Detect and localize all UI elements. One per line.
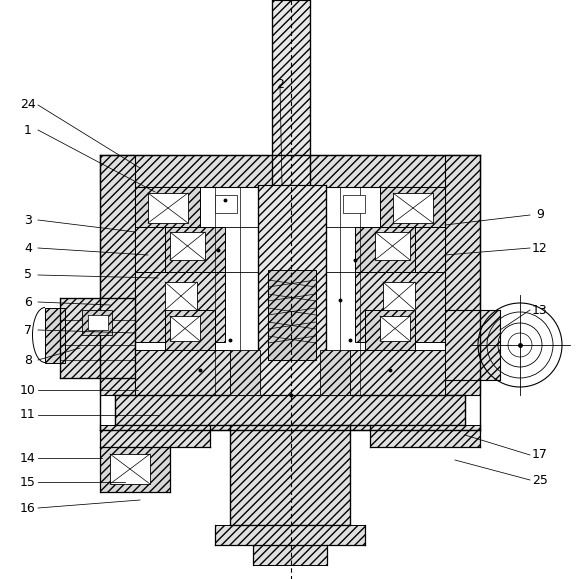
Bar [380,316,410,341]
Text: 24: 24 [20,98,36,112]
Bar [100,425,210,447]
Text: 9: 9 [536,208,544,222]
Text: 12: 12 [532,241,548,255]
Bar [100,447,170,492]
Bar [445,310,500,380]
Text: 7: 7 [24,324,32,336]
Bar [135,227,165,317]
Bar [88,315,108,330]
Bar [170,316,200,341]
Bar [82,310,112,335]
Bar [100,155,480,187]
Text: 4: 4 [24,241,32,255]
Bar [165,227,225,272]
Text: 15: 15 [20,475,36,489]
Bar [393,193,433,223]
Text: 2: 2 [276,79,284,91]
Bar [148,193,188,223]
Text: 6: 6 [24,295,32,309]
Bar [272,0,310,185]
Text: 5: 5 [24,269,32,281]
Bar [355,227,415,272]
Text: 16: 16 [20,501,36,515]
Bar [375,232,410,260]
Bar [165,310,215,350]
Text: 14: 14 [20,452,36,464]
Bar [135,350,230,395]
Text: 1: 1 [24,123,32,137]
Text: 10: 10 [20,383,36,397]
Bar [370,425,480,447]
Text: 3: 3 [24,214,32,226]
Bar [135,272,225,342]
Bar [258,185,326,395]
Bar [165,282,197,310]
Bar [380,187,445,227]
Bar [115,395,465,425]
Bar [115,395,465,430]
Bar [100,155,135,395]
Bar [230,425,350,525]
Bar [45,308,65,363]
Text: 25: 25 [532,474,548,486]
Bar [268,270,316,360]
Bar [170,232,205,260]
Text: 8: 8 [24,354,32,367]
Text: 11: 11 [20,409,36,422]
Bar [230,350,260,395]
Bar [365,310,415,350]
Bar [355,272,445,342]
Bar [320,350,350,395]
Bar [343,195,365,213]
Bar [350,350,445,395]
Bar [215,195,237,213]
Bar [383,282,415,310]
Bar [445,155,480,395]
Bar [415,227,445,317]
Bar [110,454,150,484]
Text: 13: 13 [532,303,548,317]
Bar [253,545,327,565]
Bar [215,525,365,545]
Text: 17: 17 [532,449,548,461]
Bar [135,187,200,227]
Bar [60,298,135,378]
